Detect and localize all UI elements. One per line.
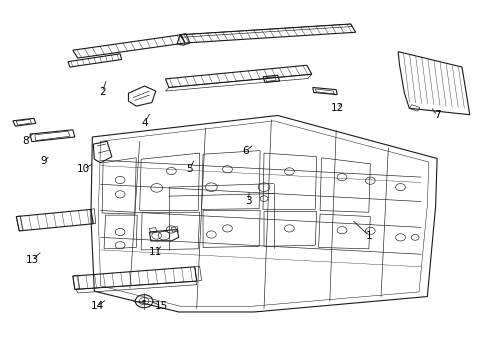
Text: 14: 14 <box>90 301 103 311</box>
Text: 9: 9 <box>40 156 47 166</box>
Text: 15: 15 <box>155 301 168 311</box>
Text: 7: 7 <box>433 111 440 121</box>
Text: 1: 1 <box>365 231 371 240</box>
Text: 6: 6 <box>242 146 248 156</box>
Text: 13: 13 <box>26 255 39 265</box>
Text: 5: 5 <box>186 164 193 174</box>
Text: 10: 10 <box>77 164 90 174</box>
Circle shape <box>142 300 145 302</box>
Text: 3: 3 <box>244 196 251 206</box>
Text: 11: 11 <box>149 247 162 257</box>
Text: 8: 8 <box>22 136 29 145</box>
Text: 12: 12 <box>330 103 343 113</box>
Text: 2: 2 <box>99 87 105 97</box>
Text: 4: 4 <box>141 118 147 128</box>
